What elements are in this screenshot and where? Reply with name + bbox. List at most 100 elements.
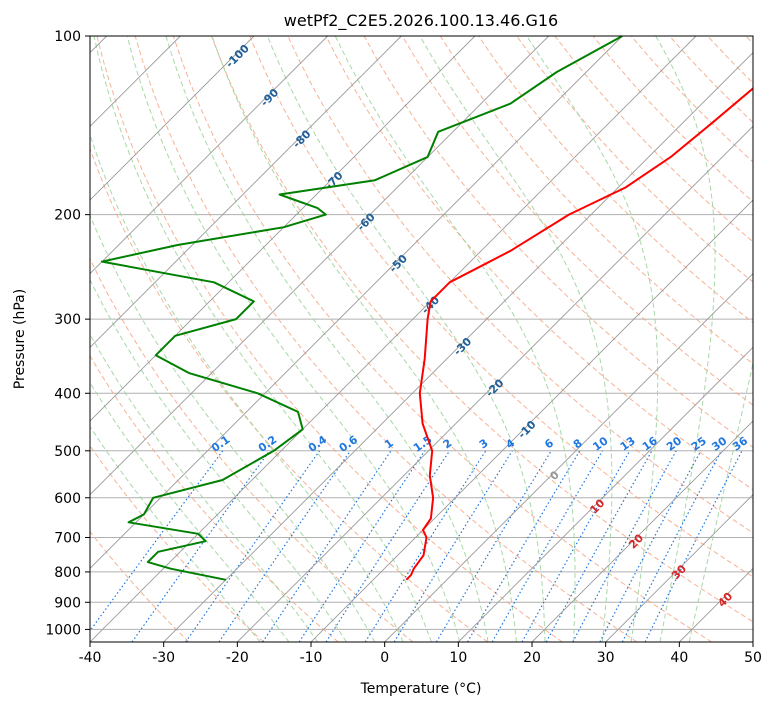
isotherm-label: -80 xyxy=(290,127,313,150)
dry-adiabat xyxy=(90,444,264,642)
mixing-ratio-label: 0.4 xyxy=(306,433,330,455)
y-tick-label: 1000 xyxy=(45,622,81,638)
y-tick-label: 900 xyxy=(54,595,81,611)
isotherm-line xyxy=(163,52,753,642)
mixing-ratio-label: 6 xyxy=(542,436,556,451)
dry-adiabat xyxy=(249,36,753,578)
moist-adiabat xyxy=(688,360,753,642)
isotherm-label: -60 xyxy=(355,210,378,233)
dry-adiabat xyxy=(90,257,414,642)
dry-adiabat xyxy=(90,147,488,642)
dry-adiabat xyxy=(478,36,753,324)
moist-adiabat xyxy=(90,214,376,642)
mixing-ratio-line xyxy=(364,450,487,642)
isotherm-label: -90 xyxy=(258,86,281,109)
plot-area: -100-90-80-70-60-50-40-30-20-10010203040… xyxy=(90,36,753,642)
dewpoint-profile xyxy=(101,36,623,581)
dry-adiabat xyxy=(172,36,712,642)
x-tick-label: 20 xyxy=(523,650,541,666)
mixing-ratio-line xyxy=(545,450,653,642)
x-tick-label: -40 xyxy=(79,650,102,666)
isotherm-line xyxy=(384,273,753,642)
moist-adiabat xyxy=(334,36,576,642)
x-axis-label: Temperature (°C) xyxy=(360,681,482,697)
isotherm-line xyxy=(752,641,753,642)
sounding-series xyxy=(101,36,753,581)
dry-adiabat xyxy=(592,36,753,203)
moist-adiabat xyxy=(90,333,319,642)
x-tick-label: 40 xyxy=(670,650,688,666)
x-tick-label: -10 xyxy=(300,650,323,666)
isotherms xyxy=(90,36,753,642)
moist-adiabat xyxy=(655,36,716,642)
isotherm-line xyxy=(458,346,753,642)
moist-adiabat xyxy=(126,36,461,642)
mixing-ratio-label: 2 xyxy=(441,436,455,451)
mixing-ratio-label: 1.5 xyxy=(411,433,434,455)
moist-adiabat xyxy=(93,36,432,642)
y-tick-label: 400 xyxy=(54,386,81,402)
x-axis: -40 -30 -20 -10 0 10 20 30 40 50 xyxy=(79,642,762,666)
mixing-ratio-label: 3 xyxy=(477,436,491,451)
mixing-ratio-line xyxy=(521,450,631,642)
mixing-ratio-line xyxy=(435,450,552,642)
dry-adiabat xyxy=(90,354,339,642)
mixing-ratio-line xyxy=(218,450,351,642)
dry-adiabat xyxy=(439,36,753,365)
mixing-ratio-line xyxy=(131,450,271,642)
moist-adiabat xyxy=(211,36,517,642)
mixing-ratio-label: 4 xyxy=(503,436,517,451)
mixing-ratio-labels: 0.1 0.2 0.4 0.6 1 1.5 2 3 4 6 8 10 13 16 20 25 30 36 xyxy=(209,433,750,455)
y-tick-label: 600 xyxy=(54,491,81,507)
isotherm-line xyxy=(531,420,753,642)
isotherm-line xyxy=(605,494,753,642)
plot-frame xyxy=(89,35,754,643)
isotherm-label: -70 xyxy=(322,169,345,192)
y-axis: 100 200 300 400 500 600 700 800 900 1000 xyxy=(45,29,90,638)
x-tick-label: 0 xyxy=(380,650,389,666)
isotherm-line xyxy=(90,36,623,569)
y-tick-label: 800 xyxy=(54,565,81,581)
isotherm-label: 20 xyxy=(626,531,646,551)
mixing-ratio-label: 0.1 xyxy=(209,433,232,455)
isotherm-line xyxy=(679,567,753,642)
y-tick-label: 100 xyxy=(54,29,81,45)
isotherm-line xyxy=(310,199,753,642)
isotherm-label: 0 xyxy=(547,468,562,483)
dry-adiabat xyxy=(707,36,753,84)
dry-adiabat xyxy=(401,36,753,406)
mixing-ratio-line xyxy=(298,450,426,642)
dry-adiabat xyxy=(211,36,753,623)
dry-adiabat xyxy=(90,530,190,642)
moist-adiabat xyxy=(90,425,261,642)
mixing-ratio-line xyxy=(572,450,677,642)
chart-title: wetPf2_C2E5.2026.100.13.46.G16 xyxy=(284,11,558,31)
moist-adiabat xyxy=(90,381,290,642)
isotherm-label: 30 xyxy=(669,562,689,582)
isotherm-label: -10 xyxy=(515,418,538,441)
moist-adiabats xyxy=(90,36,753,642)
mixing-ratio-line xyxy=(599,450,702,642)
mixing-ratio-label: 0.2 xyxy=(256,433,279,455)
moist-adiabat xyxy=(165,36,489,642)
x-tick-label: 50 xyxy=(744,650,762,666)
moist-adiabat xyxy=(90,133,404,642)
mixing-ratio-line xyxy=(90,450,224,632)
isotherm-label: 40 xyxy=(715,589,735,609)
y-axis-label: Pressure (hPa) xyxy=(12,289,28,389)
isotherm-line xyxy=(90,36,328,275)
isotherm-label: 10 xyxy=(587,496,607,516)
isotherm-line xyxy=(90,36,476,422)
y-tick-label: 500 xyxy=(54,444,81,460)
isotherm-label: -100 xyxy=(223,42,252,71)
isotherm-line xyxy=(90,36,697,642)
dry-adiabat xyxy=(325,36,753,491)
mixing-ratio-line xyxy=(262,450,392,642)
mixing-ratio-line xyxy=(185,450,321,642)
dry-adiabat xyxy=(669,36,753,124)
y-tick-label: 300 xyxy=(54,312,81,328)
dry-adiabat xyxy=(134,36,638,642)
isotherm-line xyxy=(90,36,255,201)
isotherm-line xyxy=(237,125,753,642)
